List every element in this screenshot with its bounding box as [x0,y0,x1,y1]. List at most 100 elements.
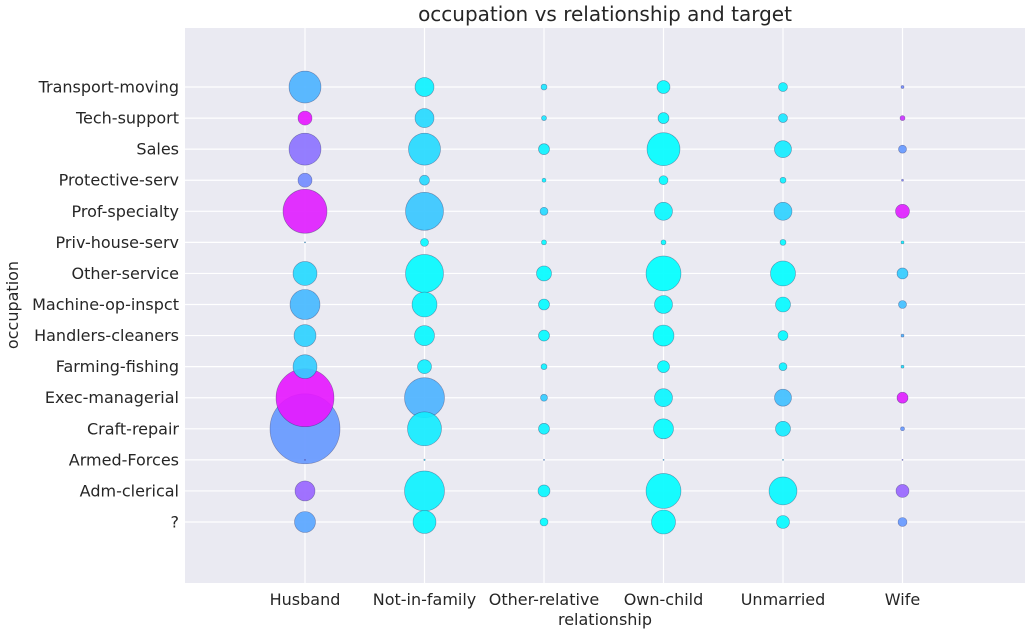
y-tick-label: Machine-op-inspct [32,295,179,314]
bubble-point [895,484,910,498]
y-tick-label: Farming-fishing [56,357,179,376]
bubble-point [541,115,547,121]
bubble-point [646,132,681,166]
x-tick-label: Other-relative [489,590,600,609]
bubble-point [407,411,442,447]
bubble-point [419,174,430,186]
bubble-point [289,289,321,320]
bubble-point [901,458,904,461]
bubble-point [414,325,435,346]
bubble-point [900,426,905,432]
bubble-point [900,85,905,89]
bubble-point [645,255,682,292]
bubble-point [657,360,670,373]
bubble-point [652,324,675,347]
bubble-point [292,354,318,379]
bubble-point [774,388,792,407]
bubble-point [776,515,790,529]
bubble-point [658,175,669,186]
chart-title: occupation vs relationship and target [418,2,792,26]
bubble-point [773,202,793,221]
bubble-point [538,329,550,342]
bubble-point [654,295,673,314]
bubble-point [775,420,791,437]
x-tick-label: Husband [270,590,341,609]
x-axis-label: relationship [558,610,652,629]
bubble-point [539,207,549,216]
bubble-point [404,470,445,512]
y-tick-label: Tech-support [75,109,179,128]
bubble-point [656,80,671,94]
bubble-point [896,267,909,280]
y-tick-label: Exec-managerial [45,388,179,407]
bubble-point [900,333,905,338]
bubble-point [541,239,547,246]
bubble-point [895,204,910,219]
bubble-point [654,202,673,221]
bubble-point [540,83,548,91]
bubble-point [540,363,548,370]
bubble-point [541,177,547,183]
bubble-point [662,458,665,461]
bubble-point [775,296,791,313]
bubble-point [414,108,435,128]
bubble-point [645,473,682,509]
bubble-point [538,422,550,435]
bubble-point [414,77,435,97]
x-tick-label: Wife [885,590,920,609]
bubble-point [293,324,317,347]
y-tick-label: Sales [136,140,179,159]
bubble-point [420,238,429,247]
y-tick-label: Handlers-cleaners [34,326,179,345]
y-tick-label: Armed-Forces [69,450,179,469]
bubble-point [896,391,909,404]
x-tick-label: Unmarried [741,590,826,609]
bubble-point [897,517,908,527]
bubble-point [538,298,550,311]
bubble-point [653,418,674,440]
bubble-point [536,265,552,282]
y-tick-label: Craft-repair [87,419,179,438]
bubble-point [774,140,792,158]
y-tick-label: Adm-clerical [80,481,179,500]
bubble-point [768,476,798,506]
bubble-point [282,189,328,234]
bubble-point [288,132,322,166]
bubble-point [539,517,549,527]
bubble-point [900,364,905,369]
x-tick-labels: Husband Not-in-family Other-relative Own-ch… [270,590,921,609]
bubble-point [540,393,548,402]
bubble-point [405,192,444,231]
bubble-point [898,300,907,309]
bubble-point [782,458,784,461]
bubble-point [657,112,670,124]
bubble-point [778,82,788,92]
bubble-point [405,254,444,293]
bubble-point [651,509,676,535]
bubble-point [779,239,787,246]
bubble-point [660,239,667,246]
bubble-point [543,458,545,461]
bubble-point [778,113,788,123]
bubble-point [408,132,441,166]
bubble-point [292,261,318,286]
bubble-point [297,172,313,188]
bubble-point [898,144,907,154]
bubble-point [654,388,673,408]
y-tick-label: Priv-house-serv [56,233,179,252]
bubble-point [538,143,550,155]
y-tick-label: ? [171,513,180,532]
x-tick-label: Not-in-family [373,590,477,609]
y-tick-label: Other-service [72,264,180,283]
bubble-point [779,176,787,184]
bubble-point [417,359,432,374]
bubble-point [900,240,905,245]
bubble-point [297,110,313,126]
bubble-point [304,241,306,244]
bubble-point [294,511,316,533]
bubble-point [778,362,788,371]
bubbles [269,70,910,535]
bubble-point [537,484,551,498]
y-tick-label: Transport-moving [38,78,179,97]
